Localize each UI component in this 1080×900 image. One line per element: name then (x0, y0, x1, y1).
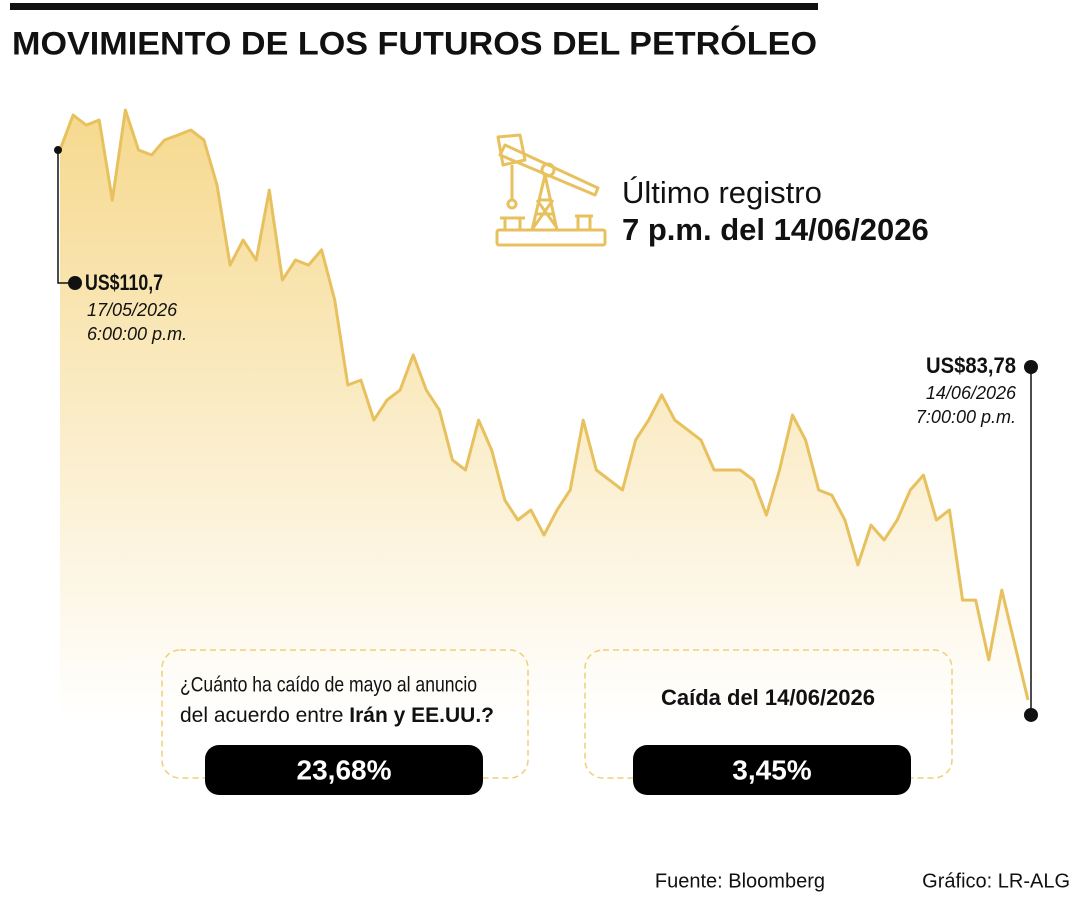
subtitle: Último registro (622, 175, 822, 210)
annotation-value: US$110,7 (85, 270, 163, 295)
plot: US$110,7 17/05/2026 6:00:00 p.m. US$83,78 14… (54, 108, 1038, 722)
box-text: del acuerdo entre Irán y EE.UU.? (180, 704, 494, 727)
box-text: del acuerdo entre (180, 704, 349, 727)
box-value: 23,68% (297, 754, 392, 785)
box-value: 3,45% (732, 754, 811, 785)
pump-icon (495, 133, 607, 247)
source: Fuente: Bloomberg (655, 870, 825, 892)
box-text-bold: Irán y EE.UU.? (349, 704, 494, 727)
chart-title: MOVIMIENTO DE LOS FUTUROS DEL PETRÓLEO (12, 25, 817, 61)
marker (1024, 360, 1038, 374)
annotation-time: 7:00:00 p.m. (916, 407, 1016, 427)
pill (633, 745, 911, 795)
line (58, 108, 1030, 701)
marker (1024, 707, 1038, 722)
annotation-date: 14/06/2026 (926, 383, 1017, 403)
title-bar (10, 3, 818, 10)
box-text: Caída del 14/06/2026 (661, 685, 875, 710)
marker (68, 276, 82, 290)
marker (54, 146, 62, 155)
subtitle-bold: 7 p.m. del 14/06/2026 (622, 212, 929, 247)
annotation-date: 17/05/2026 (87, 300, 178, 320)
area (60, 110, 1028, 720)
pill (205, 745, 483, 795)
annotation-time: 6:00:00 p.m. (87, 324, 187, 344)
box-text: ¿Cuánto ha caído de mayo al anuncio (180, 674, 477, 697)
annotation-value: US$83,78 (926, 353, 1016, 378)
credit: Gráfico: LR-ALG (922, 870, 1070, 892)
